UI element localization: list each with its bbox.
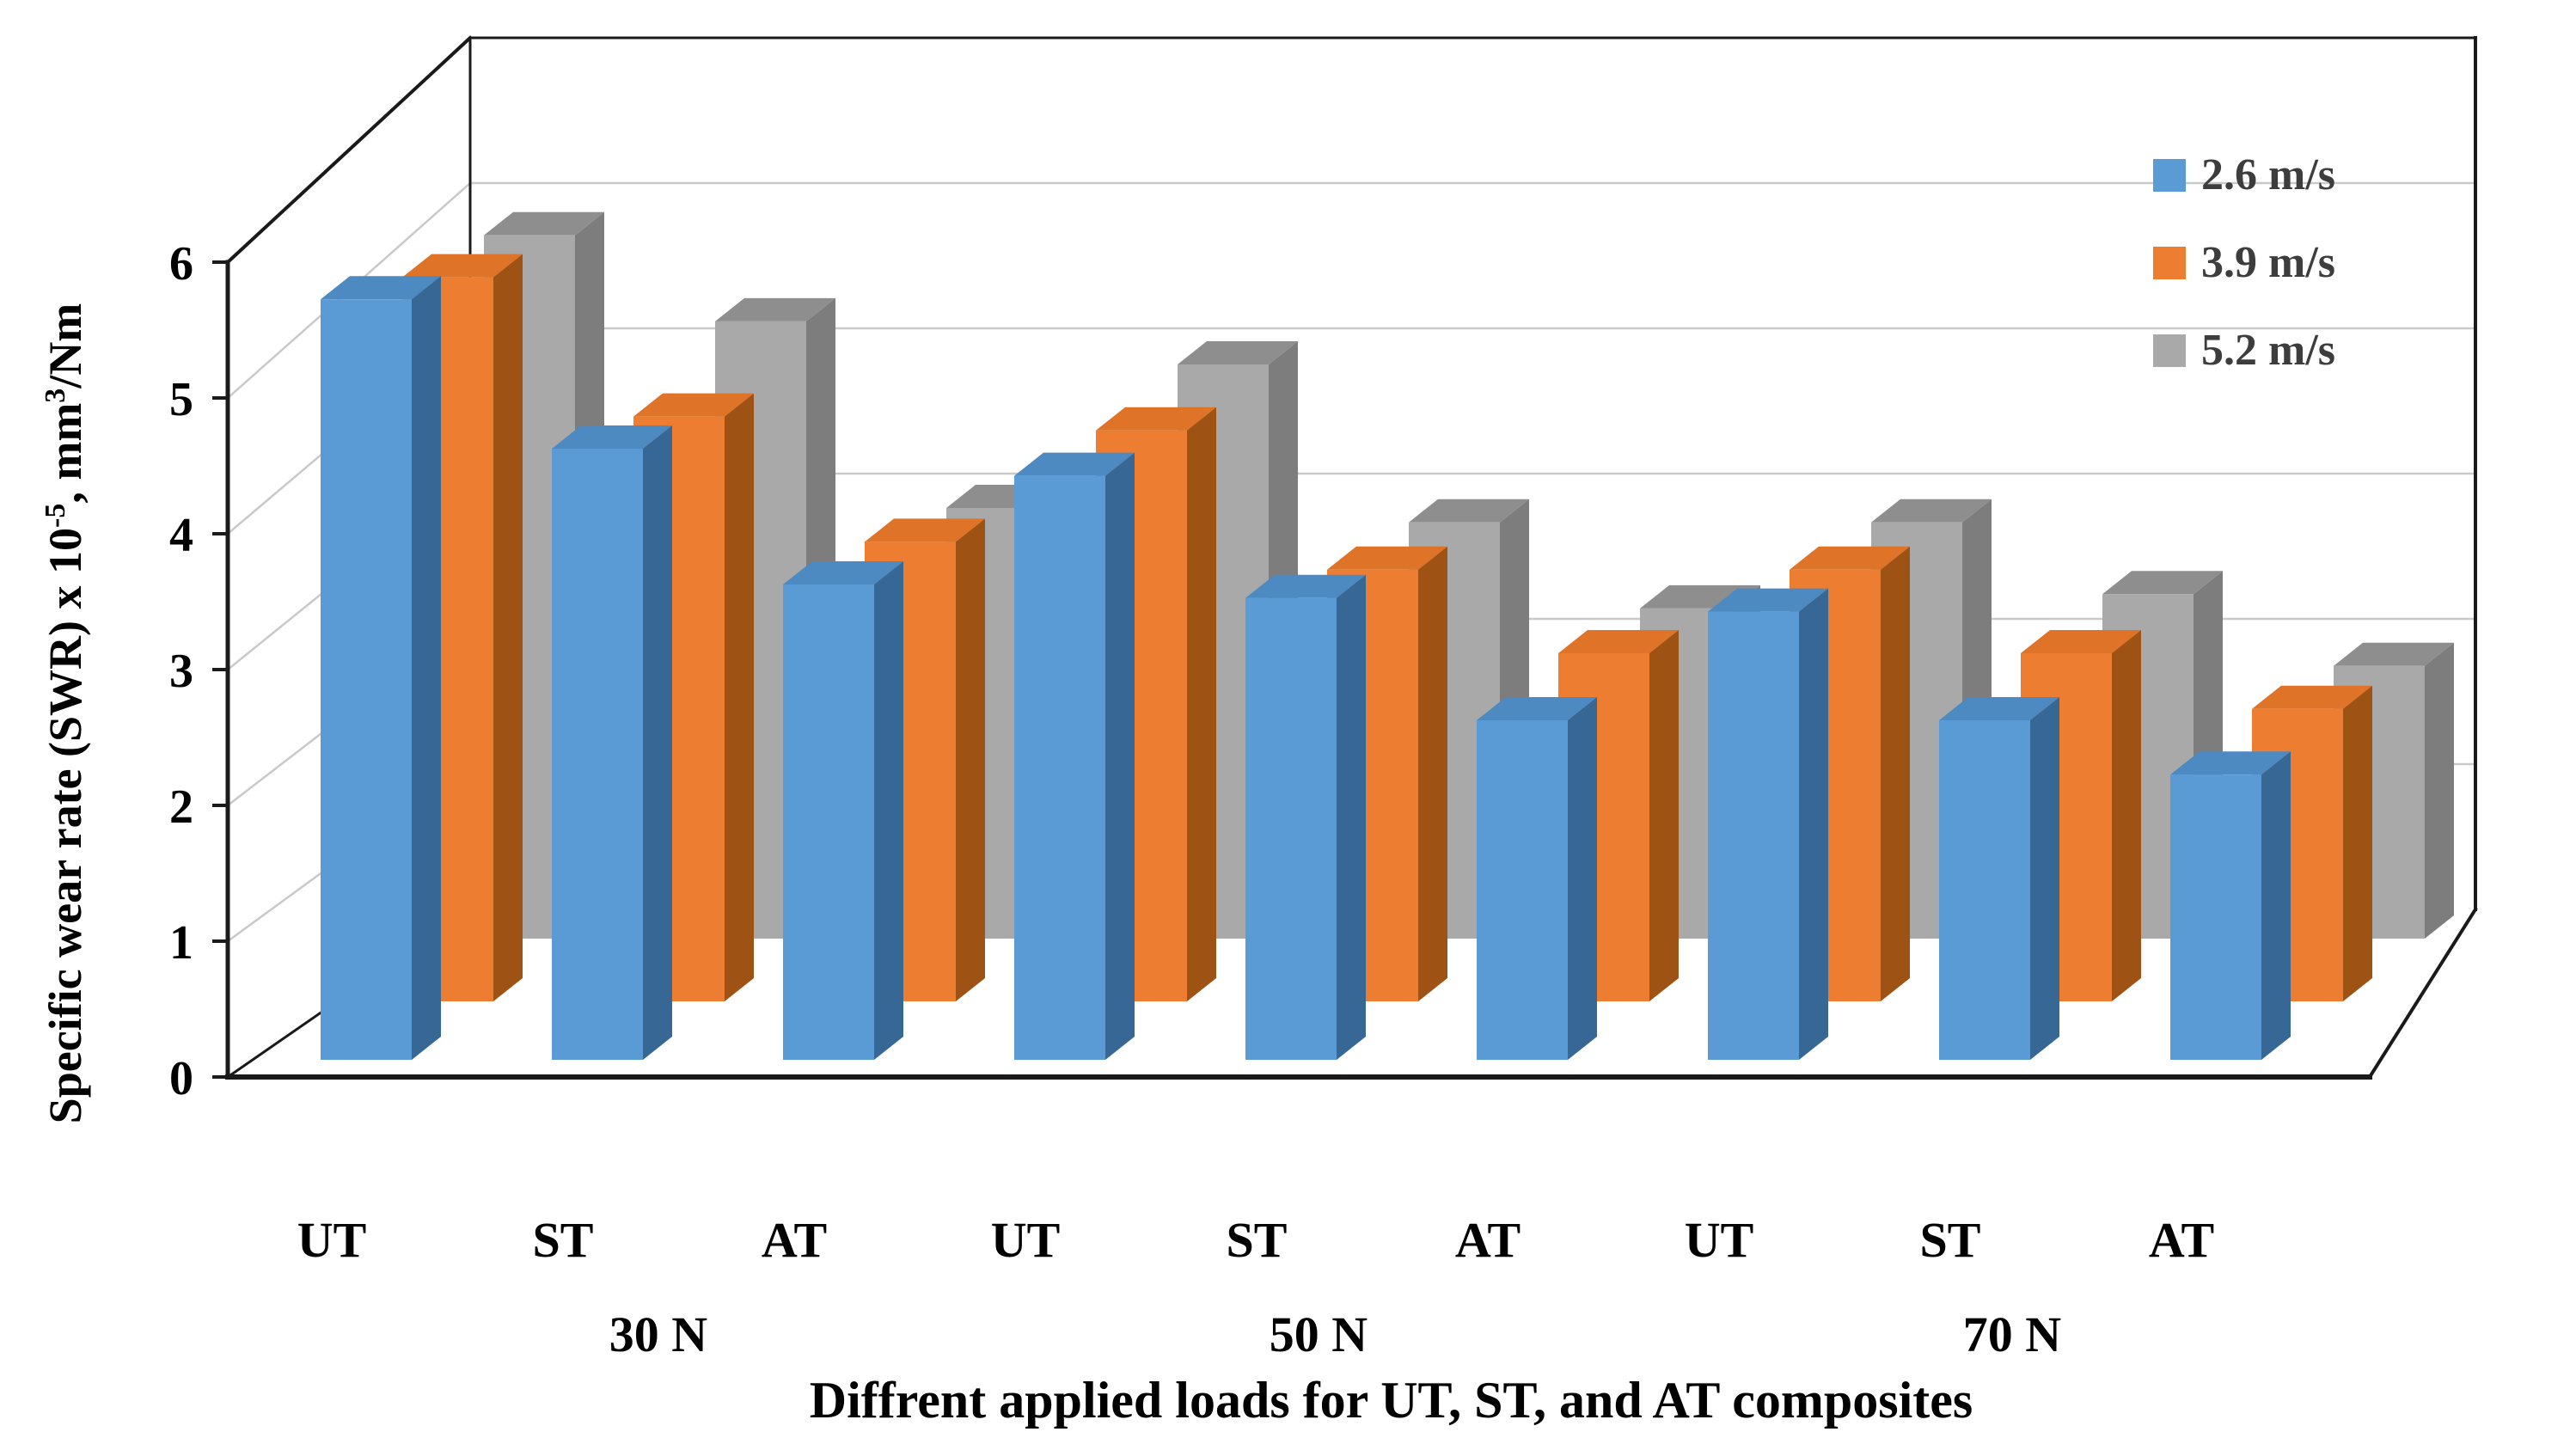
bar-5.2-UT-50N-top	[1178, 341, 1298, 364]
bar-5.2-AT-70N-top	[2334, 642, 2454, 666]
bar-2.6-ST-50N	[1245, 597, 1337, 1060]
x-category-label-0-UT: UT	[297, 1212, 367, 1268]
y-tick-label-0: 0	[169, 1052, 193, 1105]
y-tick-label-4: 4	[169, 509, 193, 562]
y-axis-title-segment: , mm	[40, 402, 91, 504]
x-category-label-1-ST: ST	[533, 1212, 594, 1268]
bar-2.6-ST-30N-top	[552, 425, 672, 449]
y-tick-label-2: 2	[169, 780, 193, 834]
x-category-label-2-AT: AT	[762, 1212, 827, 1268]
bar-2.6-ST-50N-top	[1245, 574, 1366, 598]
legend-swatch-blue-icon	[2153, 159, 2186, 192]
bar-2.6-UT-30N-side	[412, 276, 441, 1060]
bar-3.9-UT-30N-top	[402, 254, 523, 278]
bar-2.6-UT-50N-top	[1014, 452, 1135, 476]
legend-item-speed-5-2: 5.2 m/s	[2153, 328, 2335, 373]
bar-2.6-AT-70N	[2170, 774, 2261, 1060]
bar-3.9-ST-70N-side	[2112, 630, 2141, 1001]
y-tick-label-3: 3	[169, 645, 193, 698]
load-group-label-50N: 50 N	[1270, 1306, 1368, 1362]
bar-5.2-ST-70N-top	[2102, 571, 2223, 595]
legend-label: 3.9 m/s	[2201, 238, 2335, 287]
bar-2.6-UT-30N-top	[321, 276, 441, 300]
bar-3.9-ST-50N-side	[1418, 546, 1447, 1001]
bar-2.6-AT-70N-side	[2261, 751, 2291, 1060]
bar-2.6-ST-30N-side	[643, 425, 672, 1060]
bar-5.2-UT-30N-top	[484, 211, 604, 236]
legend-label: 2.6 m/s	[2201, 150, 2335, 199]
bar-5.2-AT-70N-side	[2425, 642, 2454, 939]
legend-item-speed-2-6: 2.6 m/s	[2153, 153, 2335, 198]
bar-3.9-AT-70N-top	[2252, 685, 2372, 709]
x-category-label-5-AT: AT	[1455, 1212, 1521, 1268]
bar-2.6-UT-50N	[1014, 475, 1105, 1060]
bar-3.9-AT-30N-side	[956, 518, 985, 1001]
bar-2.6-UT-70N	[1708, 611, 1799, 1060]
bar-2.6-AT-30N	[783, 584, 874, 1060]
legend-swatch-gray-icon	[2153, 334, 2186, 367]
bar-2.6-AT-50N	[1477, 720, 1568, 1060]
bar-3.9-ST-50N-top	[1327, 546, 1447, 570]
bar-3.9-ST-70N-top	[2021, 630, 2141, 653]
x-category-label-6-UT: UT	[1685, 1212, 1754, 1268]
bar-3.9-UT-30N-side	[493, 254, 523, 1002]
x-axis-title: Diffrent applied loads for UT, ST, and A…	[809, 1372, 1973, 1429]
legend: 2.6 m/s 3.9 m/s 5.2 m/s	[2153, 153, 2335, 373]
y-axis-title-superscript: -5	[40, 503, 71, 528]
bar-3.9-AT-50N-side	[1649, 630, 1679, 1001]
y-axis-title: Specific wear rate (SWR) x 10-5, mm3/Nm	[39, 232, 133, 1195]
y-axis-title-segment: /Nm	[40, 303, 91, 389]
x-category-label-4-ST: ST	[1227, 1212, 1288, 1268]
bar-2.6-AT-30N-top	[783, 561, 903, 584]
y-tick-label-6: 6	[169, 237, 193, 291]
bar-3.9-AT-50N-top	[1558, 630, 1679, 653]
bar-2.6-UT-70N-top	[1708, 588, 1828, 612]
bar-3.9-UT-70N-top	[1790, 546, 1910, 570]
bar-2.6-ST-30N	[552, 449, 643, 1060]
y-axis-title-segment: Specific wear rate (SWR) x 10	[40, 527, 91, 1124]
bar-3.9-AT-70N-side	[2343, 685, 2372, 1001]
top-left-depth-edge	[225, 35, 473, 265]
bar-3.9-ST-30N-top	[633, 393, 754, 417]
legend-swatch-orange-icon	[2153, 247, 2186, 279]
bar-3.9-AT-30N-top	[865, 518, 985, 542]
bar-2.6-AT-30N-side	[874, 561, 903, 1060]
x-category-label-7-ST: ST	[1920, 1212, 1981, 1268]
bar-2.6-ST-70N-side	[2030, 697, 2059, 1060]
y-tick-label-1: 1	[169, 916, 193, 970]
legend-label: 5.2 m/s	[2201, 326, 2335, 375]
bar-2.6-ST-50N-side	[1337, 574, 1366, 1060]
bar-2.6-AT-70N-top	[2170, 751, 2291, 775]
bar-2.6-UT-70N-side	[1799, 588, 1828, 1060]
bar-2.6-ST-70N-top	[1939, 697, 2059, 720]
y-tick-label-5: 5	[169, 373, 193, 426]
bar-2.6-AT-50N-top	[1477, 697, 1597, 720]
y-axis-title-superscript: 3	[40, 388, 71, 403]
bar-3.9-ST-30N-side	[725, 393, 754, 1002]
bar-5.2-ST-30N-top	[715, 297, 835, 321]
load-group-label-30N: 30 N	[609, 1306, 708, 1362]
bar-5.2-UT-70N-top	[1871, 499, 1992, 523]
bar-2.6-UT-50N-side	[1105, 452, 1135, 1060]
bar-3.9-UT-50N-side	[1187, 407, 1216, 1001]
bar-3.9-UT-70N-side	[1881, 546, 1910, 1001]
floor-right-edge	[2367, 907, 2478, 1080]
bar-2.6-ST-70N	[1939, 720, 2030, 1060]
bar-2.6-UT-30N	[321, 299, 412, 1060]
x-category-label-8-AT: AT	[2149, 1212, 2214, 1268]
load-group-label-70N: 70 N	[1963, 1306, 2062, 1362]
legend-item-speed-3-9: 3.9 m/s	[2153, 241, 2335, 285]
bar-5.2-ST-50N-top	[1409, 499, 1529, 523]
x-category-label-3-UT: UT	[991, 1212, 1061, 1268]
bar-3.9-UT-50N-top	[1096, 407, 1216, 431]
bar-2.6-AT-50N-side	[1568, 697, 1597, 1060]
